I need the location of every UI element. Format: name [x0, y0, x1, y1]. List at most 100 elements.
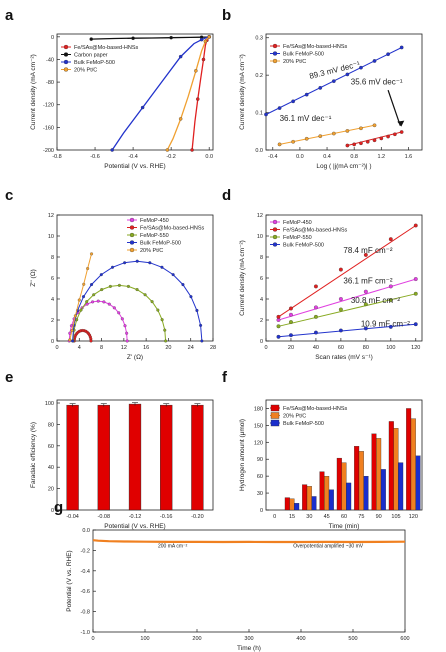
data-point [363, 252, 368, 257]
data-point [277, 106, 282, 110]
data-point [363, 302, 368, 307]
y-tick-label: 30 [257, 491, 263, 497]
legend-marker [129, 225, 135, 230]
y-tick-label: 2 [260, 318, 263, 324]
legend-marker [272, 219, 278, 225]
y-tick-label: 12 [48, 213, 54, 219]
data-point [135, 259, 139, 263]
data-point [77, 298, 81, 302]
data-point [318, 134, 323, 139]
y-axis-label: Z'' (Ω) [30, 269, 37, 286]
bar [284, 497, 290, 511]
data-point [163, 328, 167, 332]
data-point [331, 79, 336, 83]
data-point [352, 142, 357, 147]
panel-label: e [5, 369, 13, 386]
data-point [90, 283, 94, 287]
legend-label: 20% Pt/C [140, 248, 163, 254]
legend-label: Bulk FeMoP-500 [283, 421, 324, 427]
x-tick-label: 4 [78, 345, 81, 351]
data-point [123, 261, 127, 265]
x-tick-label: 15 [289, 514, 295, 520]
legend-marker [272, 51, 278, 56]
x-tick-label: 20 [165, 345, 171, 351]
capacitance-annotation: 36.1 mF cm⁻² [343, 276, 392, 285]
data-point [92, 293, 96, 297]
y-tick-label: 0.0 [255, 148, 263, 154]
data-point [291, 139, 295, 144]
legend-label: 20% Pt/C [74, 68, 97, 74]
data-point [199, 323, 203, 327]
data-point [189, 295, 193, 299]
legend-label: Fe/SAs@Mo-based-HNSs [74, 45, 139, 51]
legend-label: Bulk FeMoP-500 [140, 241, 181, 247]
x-tick-label: 300 [244, 636, 253, 642]
y-tick-label: 80 [48, 422, 54, 428]
data-point [413, 322, 418, 327]
bar [128, 403, 142, 511]
panel-label: b [222, 7, 231, 24]
bar [160, 404, 173, 511]
data-point [165, 148, 170, 152]
capacitance-annotation: 78.4 mF cm⁻² [343, 246, 392, 255]
y-tick-label: 0 [260, 508, 263, 514]
data-point [313, 305, 318, 310]
data-point [150, 300, 154, 304]
y-tick-label: 0 [51, 35, 54, 41]
data-point [123, 324, 127, 328]
data-point [125, 331, 129, 335]
y-tick-label: 0.3 [255, 36, 263, 42]
y-tick-label: 2 [51, 318, 54, 324]
data-point [304, 136, 309, 141]
y-axis-label: Current density (mA cm⁻²) [239, 54, 246, 130]
data-point [82, 282, 86, 286]
x-tick-label: -0.2 [166, 154, 175, 160]
data-point [108, 284, 112, 288]
data-point [91, 300, 95, 304]
legend-marker [63, 44, 69, 50]
x-tick-label: 400 [296, 636, 305, 642]
data-point [178, 117, 183, 121]
data-point [338, 297, 343, 301]
data-point [399, 130, 404, 134]
legend-label: Fe/SAs@Mo-based-HNSs [283, 228, 348, 234]
panel-label: d [222, 187, 231, 204]
bar [346, 482, 352, 511]
panel-label: g [54, 499, 63, 516]
bar [393, 428, 399, 511]
data-point [363, 326, 368, 331]
x-tick-label: 8 [100, 345, 103, 351]
data-point [413, 277, 418, 281]
y-tick-label: -0.6 [81, 589, 90, 595]
plot-frame [56, 214, 214, 342]
y-axis-label: Current density (mA cm⁻²) [239, 240, 246, 316]
fit-line [279, 124, 375, 145]
data-point [112, 306, 116, 310]
data-point [85, 300, 89, 304]
data-point [102, 300, 106, 304]
bar [354, 446, 360, 511]
y-tick-label: -1.0 [81, 630, 90, 636]
data-point [264, 112, 268, 117]
y-tick-label: 90 [257, 457, 263, 463]
x-tick-label: 28 [210, 345, 216, 351]
legend-swatch [270, 419, 280, 427]
x-axis-label: Time (h) [237, 645, 261, 652]
bar [398, 462, 404, 511]
y-tick-label: -160 [43, 125, 54, 131]
data-point [318, 86, 323, 90]
data-point [289, 312, 293, 317]
data-point [96, 299, 100, 303]
legend-label: Bulk FeMoP-500 [74, 60, 115, 66]
data-point [89, 339, 93, 343]
bar [388, 421, 394, 511]
data-point [331, 131, 336, 136]
y-tick-label: 10 [48, 234, 54, 240]
x-axis-label: Scan rates (mV s⁻¹) [315, 354, 373, 361]
bar [324, 476, 330, 511]
x-tick-label: 600 [400, 636, 409, 642]
data-point [143, 293, 147, 297]
data-point [71, 339, 75, 343]
x-axis-label: Time (min) [329, 523, 360, 530]
